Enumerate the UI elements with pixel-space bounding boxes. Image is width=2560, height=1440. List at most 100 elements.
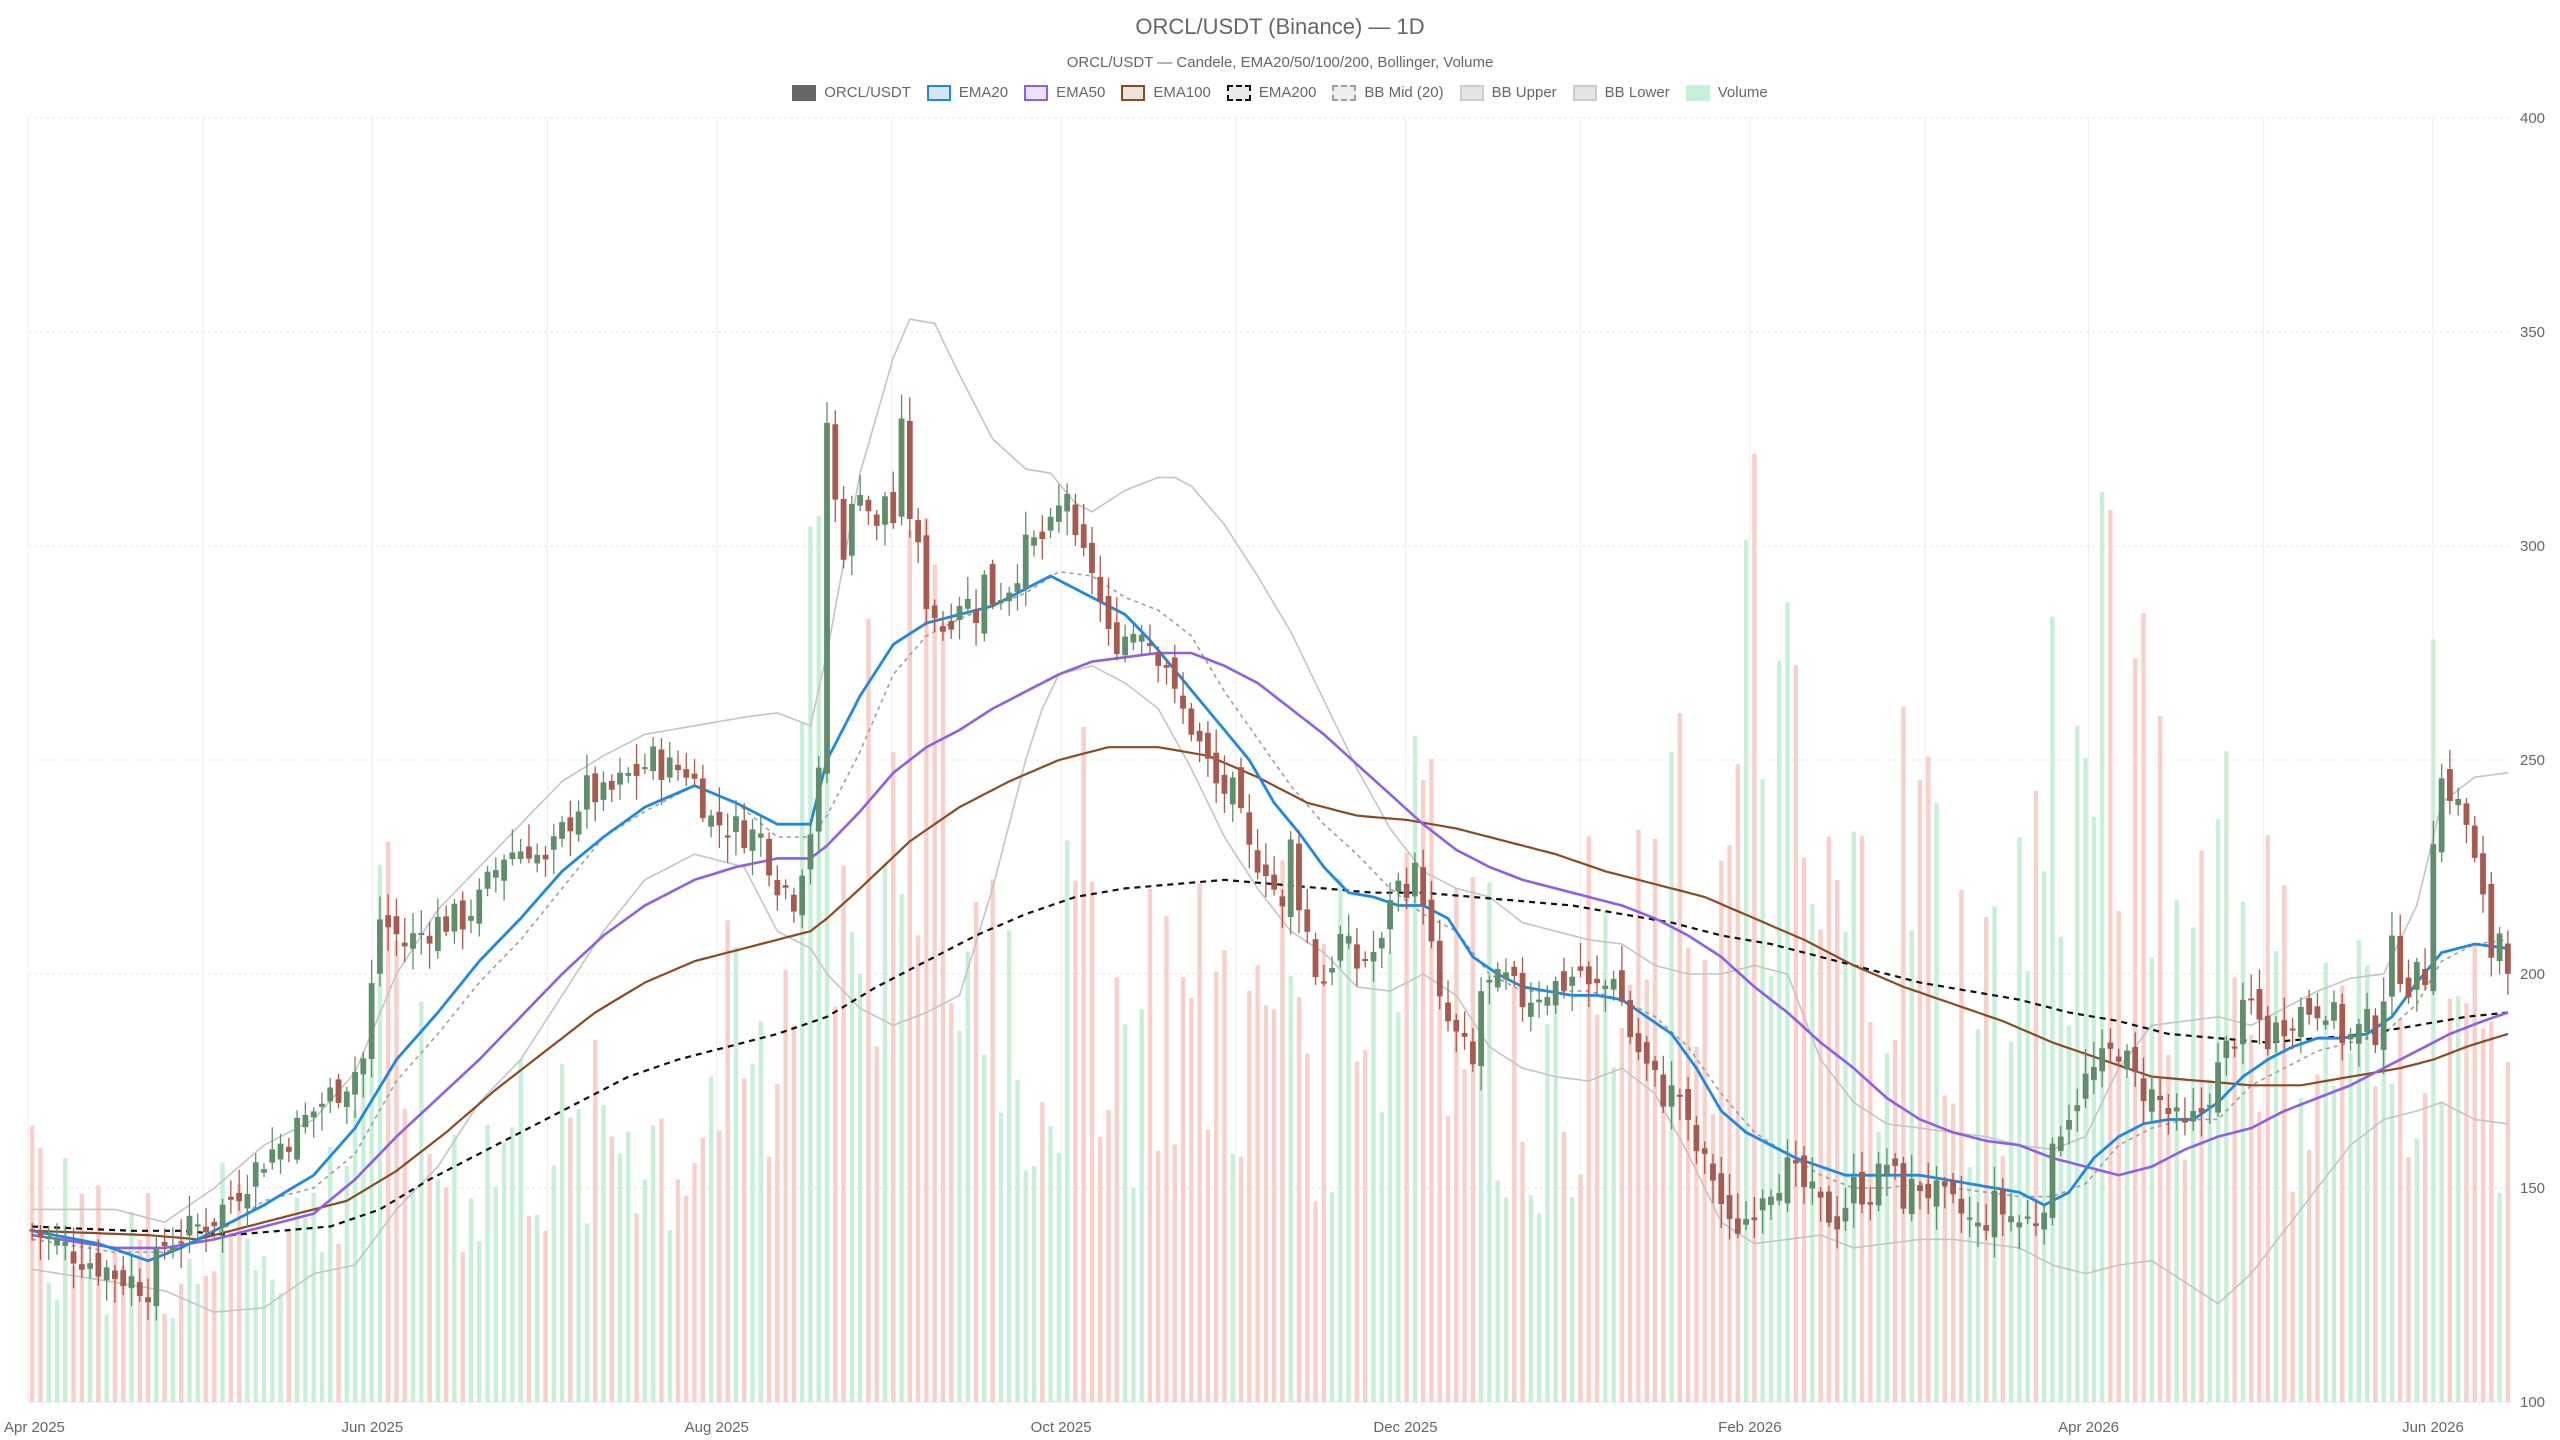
volume-bar — [1561, 1131, 1567, 1402]
volume-bar — [725, 920, 730, 1402]
volume-bar — [1288, 976, 1293, 1402]
candle-body — [1345, 936, 1352, 944]
candle-body — [2480, 853, 2486, 895]
candle-body — [1378, 937, 1385, 949]
volume-bar — [1296, 997, 1302, 1402]
volume-bar — [1156, 1150, 1161, 1402]
candle-body — [1039, 531, 1046, 539]
volume-bar — [932, 564, 937, 1402]
volume-bar — [965, 951, 970, 1402]
ema20-line — [31, 574, 2509, 1263]
candle-body — [2182, 1117, 2188, 1123]
candle-body — [37, 1230, 44, 1238]
candle-body — [451, 903, 458, 932]
volume-bar — [245, 1238, 250, 1402]
candle-body — [699, 778, 706, 819]
volume-bar — [1462, 1069, 1467, 1402]
candle-body — [2306, 997, 2313, 1015]
candle-body — [1834, 1216, 1841, 1230]
candle-body — [2488, 883, 2495, 958]
volume-bar — [2431, 639, 2436, 1402]
volume-bar — [54, 1299, 60, 1402]
volume-bar — [1917, 779, 1923, 1402]
candle-body — [1627, 1000, 1634, 1038]
legend-item[interactable]: Volume — [1685, 84, 1768, 101]
candle-body — [1080, 524, 1087, 548]
candle-body — [136, 1282, 143, 1296]
candle-body — [873, 514, 880, 526]
candle-body — [62, 1241, 69, 1246]
candle-body — [269, 1149, 276, 1163]
volume-bar — [1694, 1047, 1699, 1402]
candle-body — [1229, 777, 1236, 805]
volume-bar — [385, 841, 391, 1402]
legend-item[interactable]: EMA200 — [1226, 84, 1316, 101]
volume-bar — [684, 1195, 689, 1402]
legend-item[interactable]: BB Upper — [1459, 84, 1557, 101]
candle-body — [252, 1162, 259, 1187]
legend-item[interactable]: ORCL/USDT — [792, 84, 911, 101]
candle-body — [2256, 989, 2263, 1020]
legend-item[interactable]: BB Mid (20) — [1332, 84, 1444, 101]
volume-bar — [493, 1186, 499, 1402]
candle-body — [1933, 1180, 1940, 1207]
candle-body — [2273, 1022, 2279, 1043]
candle-body — [890, 491, 897, 524]
candle-body — [2471, 825, 2478, 858]
legend-item[interactable]: EMA20 — [926, 84, 1008, 101]
legend-item[interactable]: EMA50 — [1024, 84, 1105, 101]
candle-body — [1329, 968, 1335, 973]
volume-bar — [2058, 936, 2063, 1402]
candle-body — [236, 1192, 243, 1202]
volume-bar — [1967, 1167, 1972, 1402]
candle-body — [120, 1270, 127, 1287]
volume-bar — [2224, 751, 2229, 1402]
candle-body — [567, 817, 574, 832]
y-tick-label: 400 — [2520, 110, 2545, 127]
legend-label: BB Mid (20) — [1364, 84, 1444, 101]
volume-bar — [2066, 1025, 2072, 1402]
candle-body — [807, 834, 814, 870]
candle-body — [2049, 1143, 2056, 1218]
y-tick-label: 350 — [2520, 324, 2545, 341]
volume-bar — [2116, 910, 2121, 1402]
volume-bar — [1702, 959, 1707, 1402]
legend-item[interactable]: EMA100 — [1121, 84, 1211, 101]
volume-bar — [998, 1112, 1004, 1402]
candle-body — [1436, 940, 1443, 997]
volume-bar — [2356, 939, 2362, 1402]
grid — [27, 117, 2512, 1403]
candle-body — [1792, 1160, 1799, 1164]
candle-body — [1503, 972, 1509, 980]
candle-body — [915, 520, 921, 543]
candle-body — [2397, 935, 2404, 985]
candle-body — [1304, 909, 1311, 932]
volume-bar — [1015, 1079, 1020, 1402]
candle-body — [2099, 1048, 2106, 1072]
volume-bar — [1545, 1024, 1550, 1402]
legend-item[interactable]: BB Lower — [1572, 84, 1670, 101]
candle-body — [476, 889, 483, 924]
volume-bar — [2207, 1079, 2212, 1402]
legend: ORCL/USDT EMA20 EMA50 EMA100 EMA200 BB Mid (2… — [0, 84, 2560, 101]
candle-body — [1196, 730, 1203, 742]
y-tick-label: 150 — [2520, 1180, 2545, 1197]
candle-body — [617, 772, 623, 785]
volume-bar — [1950, 1103, 1956, 1402]
candle-body — [310, 1111, 317, 1118]
volume-bar — [2298, 1098, 2304, 1402]
candle-body — [1801, 1155, 1807, 1188]
volume-bar — [253, 1270, 258, 1402]
candle-body — [1163, 665, 1170, 668]
volume-bar — [733, 946, 739, 1402]
volume-bar — [294, 1197, 300, 1402]
volume-bar — [626, 1131, 631, 1402]
candle-body — [2190, 1111, 2197, 1122]
candle-body — [658, 749, 665, 780]
volume-bar — [592, 1039, 598, 1402]
candle-body — [2024, 1216, 2031, 1219]
candle-body — [973, 609, 979, 624]
volume-bar — [1785, 602, 1790, 1402]
volume-bar — [2455, 996, 2461, 1402]
volume-bar — [1056, 1153, 1062, 1402]
